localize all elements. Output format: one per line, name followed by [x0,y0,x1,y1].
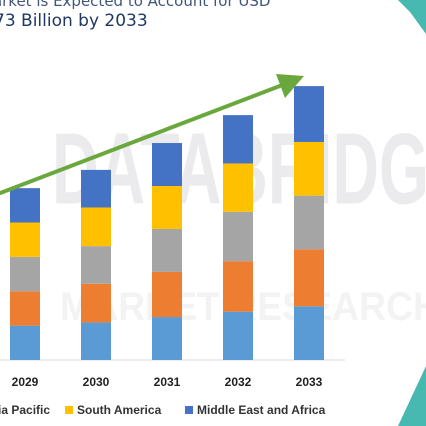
bar-segment-2031-series-3 [152,186,182,229]
bar-segment-2033-series-3 [294,141,324,196]
bar-segment-2033-series-1 [294,249,324,307]
x-tick-label-2029: 2029 [12,375,39,389]
bars [10,86,324,360]
bar-segment-2032-series-0 [223,311,253,360]
x-tick-label-2033: 2033 [296,375,323,389]
trend-arrow-head [276,74,304,98]
bar-segment-2030-series-2 [81,246,111,284]
legend-label-0: ia Pacific [0,403,50,417]
trend-arrow-shaft [0,82,287,196]
bar-segment-2031-series-2 [152,228,182,272]
bar-segment-2032-series-2 [223,211,253,262]
bar-segment-2033-series-4 [294,86,324,142]
bar-segment-2032-series-1 [223,261,253,312]
bar-segment-2031-series-4 [152,143,182,186]
x-tick-label-2031: 2031 [154,375,181,389]
bar-segment-2032-series-3 [223,163,253,212]
bar-segment-2033-series-0 [294,306,324,360]
legend-swatch-1 [65,406,73,414]
bar-segment-2029-series-1 [10,291,40,326]
bar-segment-2031-series-1 [152,271,182,318]
bar-segment-2033-series-2 [294,195,324,250]
bar-segment-2030-series-0 [81,322,111,360]
x-tick-label-2032: 2032 [225,375,252,389]
bar-segment-2030-series-4 [81,169,111,208]
legend: ia Pacific South America Middle East and A… [0,403,326,417]
legend-label-1: South America [77,403,162,417]
trend-arrow [0,74,304,196]
bar-segment-2029-series-2 [10,256,40,292]
bar-segment-2032-series-4 [223,115,253,164]
legend-swatch-2 [185,406,193,414]
legend-label-2: Middle East and Africa [197,403,326,417]
x-tick-label-2030: 2030 [83,375,110,389]
teal-corner-bottom [398,366,426,426]
bar-segment-2030-series-3 [81,207,111,247]
bar-segment-2029-series-3 [10,222,40,257]
bar-segment-2029-series-4 [10,188,40,223]
bar-segment-2029-series-0 [10,325,40,360]
x-tick-labels: 202820292030203120322033 [12,375,323,389]
chart-title-line2: 73 Billion by 2033 [0,11,148,31]
bar-segment-2030-series-1 [81,283,111,323]
bar-segment-2031-series-0 [152,317,182,360]
teal-corner-top [398,0,426,34]
chart-title-line1: Market is Expected to Account for USD [0,0,270,10]
